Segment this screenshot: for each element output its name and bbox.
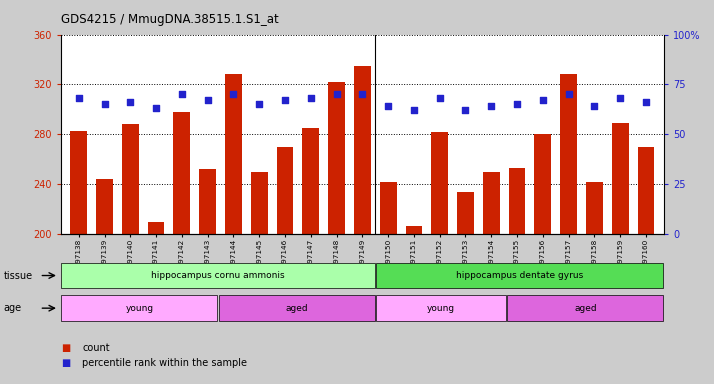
Text: count: count [82,343,110,353]
Point [537,98,548,104]
Bar [276,147,293,234]
Bar [61,295,217,321]
Bar [508,295,663,321]
Bar [96,179,113,234]
Point [640,99,652,106]
Point [511,101,523,108]
Text: ■: ■ [61,358,70,368]
Bar [71,131,87,234]
Point [305,95,316,101]
Text: percentile rank within the sample: percentile rank within the sample [82,358,247,368]
Point [563,91,574,98]
Point [356,91,368,98]
Bar [638,147,654,234]
Bar [251,172,268,234]
Bar [303,128,319,234]
Bar [380,182,396,234]
Point [615,95,626,101]
Point [460,108,471,114]
Text: young: young [126,304,154,313]
Point [253,101,265,108]
Bar [508,168,526,234]
Text: tissue: tissue [4,270,33,281]
Point [408,108,420,114]
Bar [225,74,242,234]
Point [124,99,136,106]
Point [73,95,84,101]
Point [331,91,342,98]
Text: GDS4215 / MmugDNA.38515.1.S1_at: GDS4215 / MmugDNA.38515.1.S1_at [61,13,278,26]
Text: hippocampus cornu ammonis: hippocampus cornu ammonis [151,271,285,280]
Point [434,95,446,101]
Bar [174,112,190,234]
Bar [406,225,422,234]
Point [176,91,188,98]
Bar [122,124,139,234]
Point [99,101,110,108]
Bar [560,74,577,234]
Point [486,103,497,109]
Bar [431,132,448,234]
Bar [376,263,663,288]
Point [383,103,394,109]
Point [151,105,162,111]
Bar [535,134,551,234]
Text: age: age [4,303,21,313]
Text: hippocampus dentate gyrus: hippocampus dentate gyrus [456,271,583,280]
Bar [586,182,603,234]
Bar [199,169,216,234]
Point [279,98,291,104]
Bar [328,82,345,234]
Point [202,98,213,104]
Bar [354,66,371,234]
Point [588,103,600,109]
Text: young: young [427,304,455,313]
Bar [148,222,164,234]
Bar [483,172,500,234]
Text: aged: aged [286,304,308,313]
Bar [61,263,375,288]
Bar [612,123,628,234]
Bar [457,192,474,234]
Bar [376,295,506,321]
Text: ■: ■ [61,343,70,353]
Bar [219,295,375,321]
Text: aged: aged [574,304,597,313]
Point [228,91,239,98]
